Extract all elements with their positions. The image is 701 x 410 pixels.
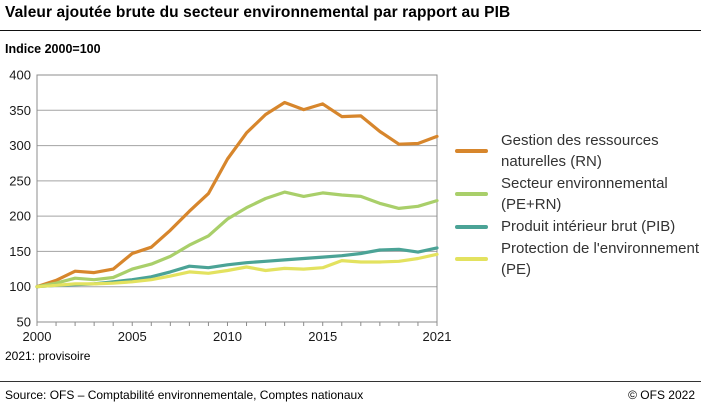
source-text: Source: OFS – Comptabilité environnement… xyxy=(5,388,364,402)
plot-border xyxy=(36,74,438,323)
footer-divider xyxy=(0,381,701,382)
chart-area: 50 100 150 200 250 300 350 400 2000 2005 2010 2015 2… xyxy=(0,60,460,352)
legend-swatch-pe-rn xyxy=(455,192,488,196)
legend-label: Protection de l'environnement (PE) xyxy=(501,240,699,278)
series-line xyxy=(35,100,439,289)
legend-label: Produit intérieur brut (PIB) xyxy=(501,218,676,235)
y-axis-label: 50 xyxy=(17,315,31,330)
title-divider xyxy=(0,30,701,31)
y-axis-label: 300 xyxy=(9,138,31,153)
footer: Source: OFS – Comptabilité environnement… xyxy=(0,388,701,402)
legend-swatch-pib xyxy=(455,224,488,229)
chart-legend: Gestion des ressources naturelles (RN) S… xyxy=(455,130,701,281)
legend-swatch-pe xyxy=(455,257,488,261)
legend-item: Secteur environnemental (PE+RN) xyxy=(455,173,701,215)
y-axis-label: 400 xyxy=(9,68,31,83)
y-axis-label: 100 xyxy=(9,279,31,294)
legend-item: Protection de l'environnement (PE) xyxy=(455,238,701,280)
page-title: Valeur ajoutée brute du secteur environn… xyxy=(5,4,511,21)
y-axis-label: 150 xyxy=(9,244,31,259)
series-line xyxy=(35,190,439,289)
legend-label: Secteur environnemental (PE+RN) xyxy=(501,175,668,213)
legend-swatch-rn xyxy=(455,149,488,153)
x-axis-label: 2021 xyxy=(423,329,452,344)
x-axis-label: 2015 xyxy=(308,329,337,344)
y-axis-label: 200 xyxy=(9,209,31,224)
line-chart: 50 100 150 200 250 300 350 400 2000 2005 2010 2015 2… xyxy=(9,68,452,345)
copyright-text: © OFS 2022 xyxy=(628,388,695,402)
y-axis-label: 250 xyxy=(9,173,31,188)
x-axis-label: 2000 xyxy=(23,329,52,344)
y-axis-label: 350 xyxy=(9,103,31,118)
legend-label: Gestion des ressources naturelles (RN) xyxy=(501,132,659,170)
provisional-note: 2021: provisoire xyxy=(5,349,91,363)
x-axis-label: 2005 xyxy=(118,329,147,344)
series-line xyxy=(35,252,439,289)
x-axis-label: 2010 xyxy=(213,329,242,344)
chart-subtitle: Indice 2000=100 xyxy=(5,42,101,56)
legend-item: Produit intérieur brut (PIB) xyxy=(455,216,701,237)
legend-item: Gestion des ressources naturelles (RN) xyxy=(455,130,701,172)
